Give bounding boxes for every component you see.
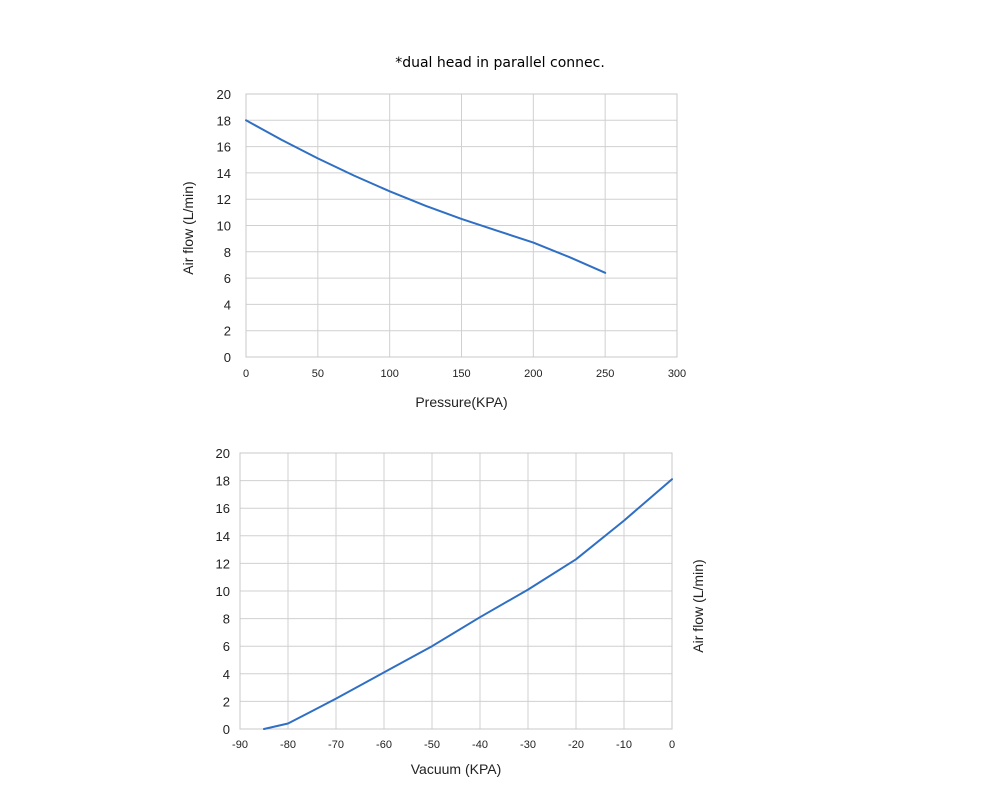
y-tick-label: 20: [216, 446, 230, 461]
series-line: [263, 478, 673, 730]
y-tick-label: 12: [216, 556, 230, 571]
y-axis-label: Air flow (L/min): [690, 559, 706, 652]
x-tick-label: -60: [376, 739, 392, 751]
y-tick-label: 18: [216, 474, 230, 489]
x-tick-label: 0: [243, 368, 249, 380]
y-tick-label: 0: [223, 722, 230, 737]
y-tick-label: 4: [224, 297, 231, 312]
x-tick-label: 50: [312, 368, 324, 380]
x-tick-label: -40: [472, 739, 488, 751]
y-tick-label: 10: [217, 219, 231, 234]
y-tick-label: 6: [224, 271, 231, 286]
x-tick-label: 150: [452, 368, 470, 380]
x-tick-label: 0: [669, 739, 675, 751]
y-tick-label: 20: [217, 87, 231, 102]
plot-frame: [239, 452, 673, 730]
x-tick-label: -30: [520, 739, 536, 751]
x-tick-label: -70: [328, 739, 344, 751]
y-tick-label: 8: [223, 612, 230, 627]
series-line: [245, 119, 607, 274]
x-tick-label: -50: [424, 739, 440, 751]
x-tick-label: 300: [668, 368, 686, 380]
y-tick-label: 10: [216, 584, 230, 599]
x-tick-label: 250: [596, 368, 614, 380]
y-tick-label: 18: [217, 113, 231, 128]
y-tick-label: 16: [217, 140, 231, 155]
y-tick-label: 2: [223, 694, 230, 709]
x-tick-label: 200: [524, 368, 542, 380]
x-tick-label: -90: [232, 739, 248, 751]
x-tick-label: -20: [568, 739, 584, 751]
y-tick-label: 2: [224, 324, 231, 339]
y-tick-label: 14: [217, 166, 231, 181]
y-tick-label: 12: [217, 192, 231, 207]
x-axis-label: Vacuum (KPA): [411, 761, 502, 777]
y-tick-label: 8: [224, 245, 231, 260]
x-axis-label: Pressure(KPA): [415, 394, 507, 410]
page-title: *dual head in parallel connec.: [395, 55, 605, 71]
y-tick-label: 16: [216, 501, 230, 516]
y-tick-label: 4: [223, 667, 230, 682]
x-tick-label: -10: [616, 739, 632, 751]
plot-frame: [245, 93, 678, 358]
x-tick-label: -80: [280, 739, 296, 751]
y-tick-label: 0: [224, 350, 231, 365]
y-tick-label: 6: [223, 639, 230, 654]
y-axis-label: Air flow (L/min): [180, 181, 196, 274]
y-tick-label: 14: [216, 529, 230, 544]
x-tick-label: 100: [380, 368, 398, 380]
vacuum-chart: 0 2 4 6 8 10 12 14 16 18 20 -90 -80 -70 -60 -50 -40 -30 -2…: [216, 446, 706, 777]
